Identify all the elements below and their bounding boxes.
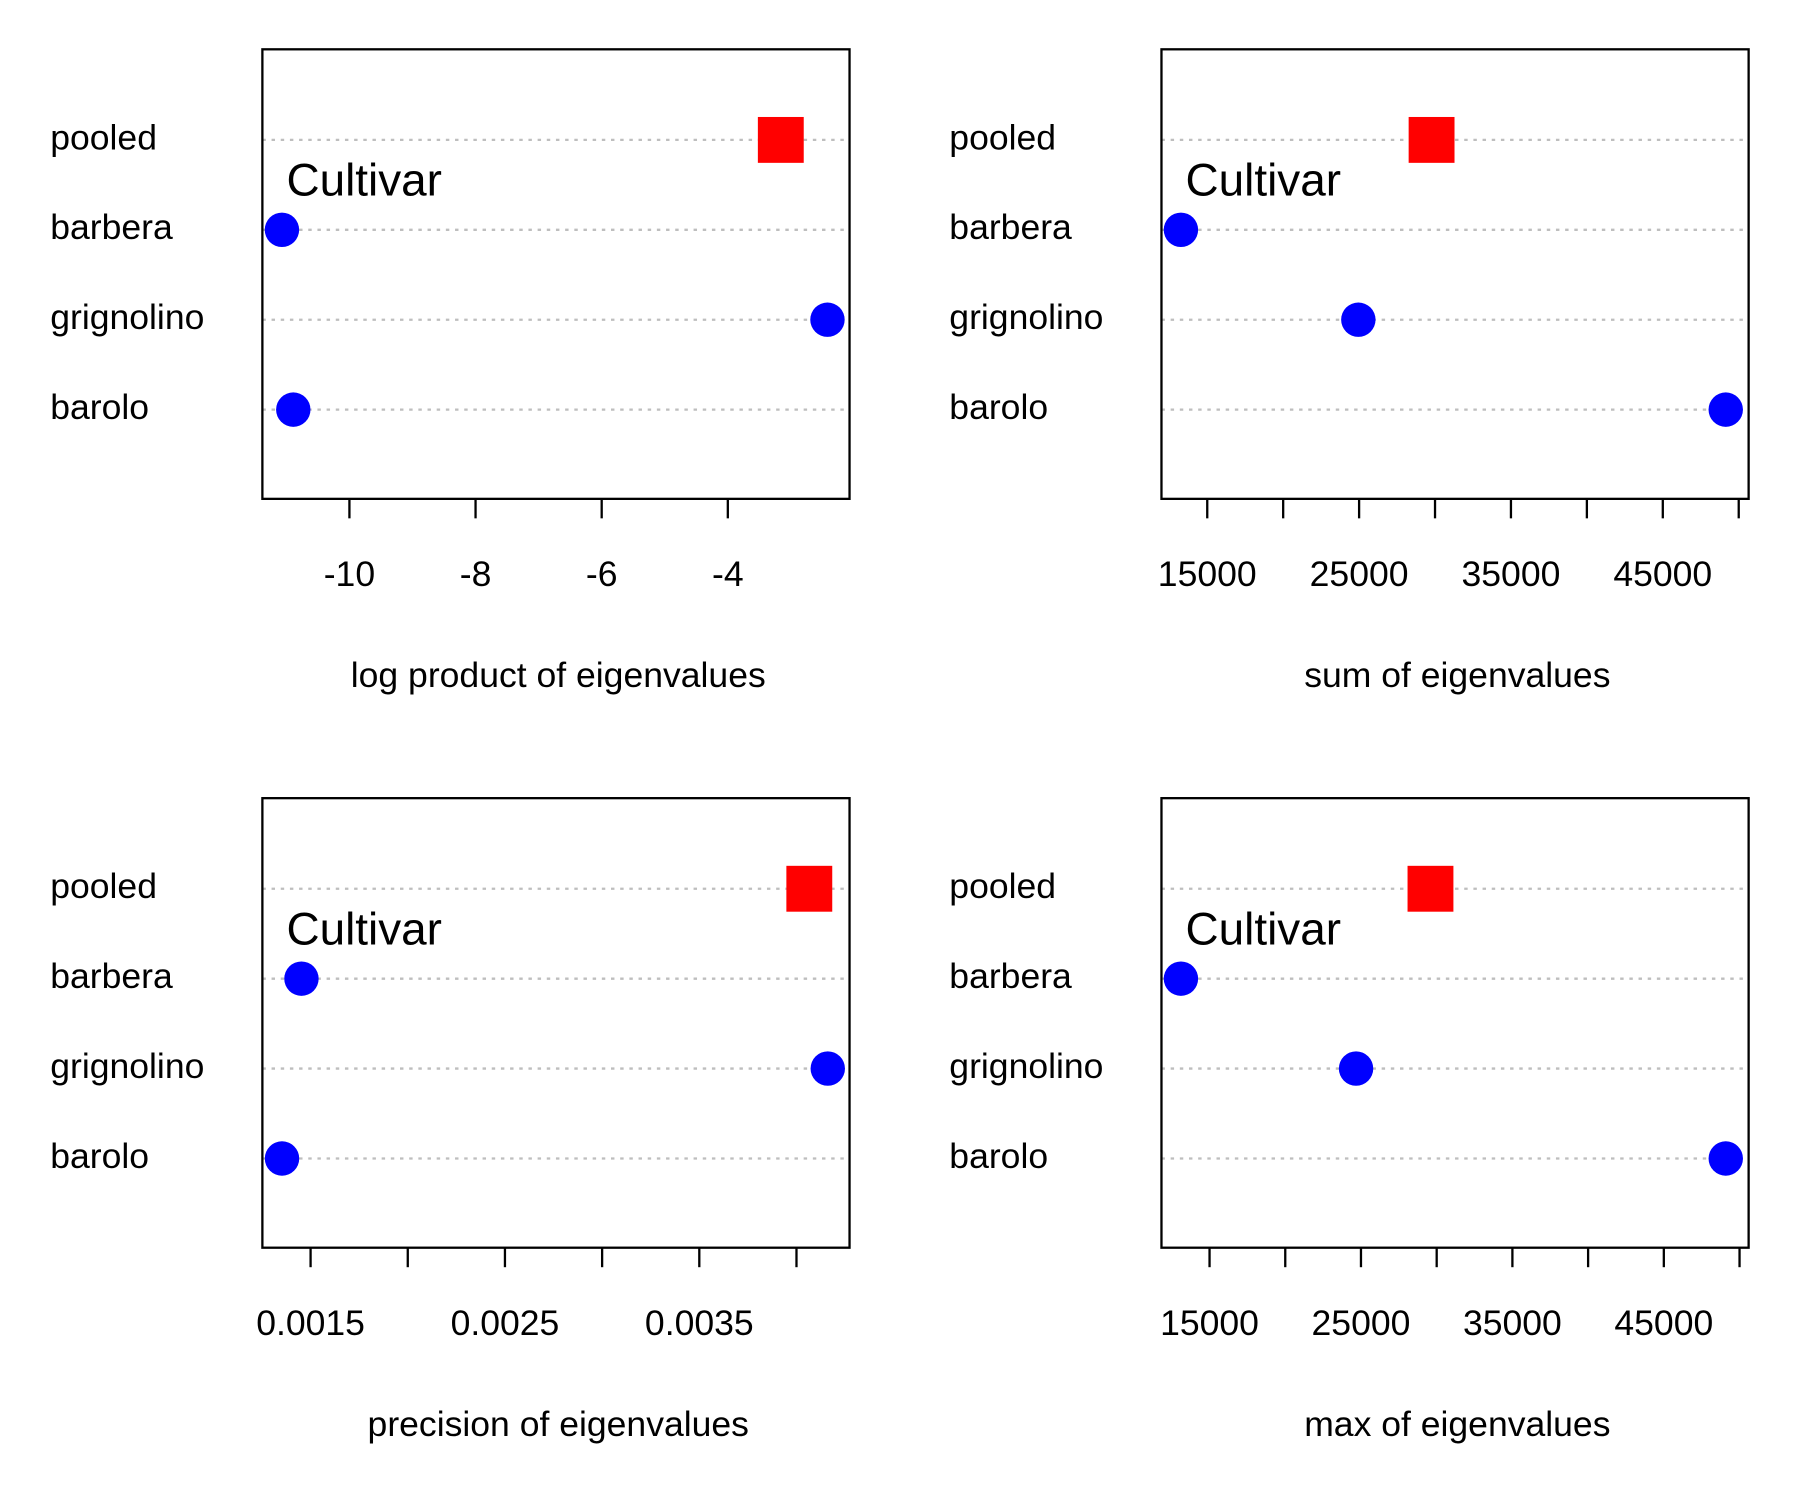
x-tick-label: 25000 — [1312, 1303, 1411, 1343]
marker — [276, 392, 311, 427]
x-axis-label: precision of eigenvalues — [368, 1404, 749, 1444]
category-label: barbera — [949, 207, 1072, 247]
category-label: pooled — [949, 117, 1056, 157]
x-tick-label: 45000 — [1613, 554, 1712, 594]
x-tick-label: -4 — [712, 554, 744, 594]
plot-frame — [1160, 48, 1750, 500]
category-label: grignolino — [50, 1046, 204, 1086]
plot-frame — [261, 797, 851, 1249]
category-label: barolo — [949, 387, 1048, 427]
category-label: barbera — [50, 207, 173, 247]
annotation: Cultivar — [286, 154, 441, 206]
x-tick-label: 35000 — [1462, 554, 1561, 594]
category-label: pooled — [50, 117, 157, 157]
category-label: pooled — [50, 866, 157, 906]
category-label: grignolino — [50, 297, 204, 337]
x-tick-label: -8 — [460, 554, 492, 594]
x-axis-label: sum of eigenvalues — [1304, 655, 1610, 695]
category-label: barolo — [50, 387, 149, 427]
marker — [264, 212, 300, 248]
x-tick-label: 15000 — [1158, 554, 1257, 594]
x-axis-label: max of eigenvalues — [1304, 1404, 1610, 1444]
x-tick-label: -10 — [324, 554, 375, 594]
x-axis-label: log product of eigenvalues — [351, 655, 766, 695]
category-label: barolo — [949, 1136, 1048, 1176]
category-label: barbera — [50, 956, 173, 996]
marker — [1407, 865, 1454, 912]
marker — [757, 116, 804, 163]
x-tick-label: 45000 — [1614, 1303, 1713, 1343]
marker — [284, 961, 319, 996]
annotation: Cultivar — [1186, 902, 1341, 954]
annotation: Cultivar — [1186, 154, 1341, 206]
x-tick-label: 0.0025 — [451, 1303, 560, 1343]
category-label: pooled — [949, 866, 1056, 906]
marker — [1708, 1141, 1743, 1176]
marker — [1341, 302, 1376, 337]
marker — [1408, 116, 1455, 163]
x-tick-label: 35000 — [1463, 1303, 1562, 1343]
category-label: grignolino — [949, 297, 1103, 337]
x-tick-label: 25000 — [1310, 554, 1409, 594]
category-label: barolo — [50, 1136, 149, 1176]
marker — [810, 302, 845, 337]
x-tick-label: 15000 — [1160, 1303, 1259, 1343]
marker — [810, 1051, 845, 1086]
plot-frame — [261, 48, 851, 500]
marker — [264, 1141, 300, 1176]
x-tick-label: -6 — [586, 554, 618, 594]
plot-frame — [1160, 797, 1750, 1249]
marker — [786, 865, 833, 912]
marker — [1338, 1051, 1374, 1086]
category-label: grignolino — [949, 1046, 1103, 1086]
x-tick-label: 0.0015 — [256, 1303, 365, 1343]
marker — [1163, 212, 1199, 248]
annotation: Cultivar — [286, 902, 441, 954]
x-tick-label: 0.0035 — [645, 1303, 754, 1343]
category-label: barbera — [949, 956, 1072, 996]
marker — [1163, 961, 1199, 996]
marker — [1708, 392, 1743, 427]
